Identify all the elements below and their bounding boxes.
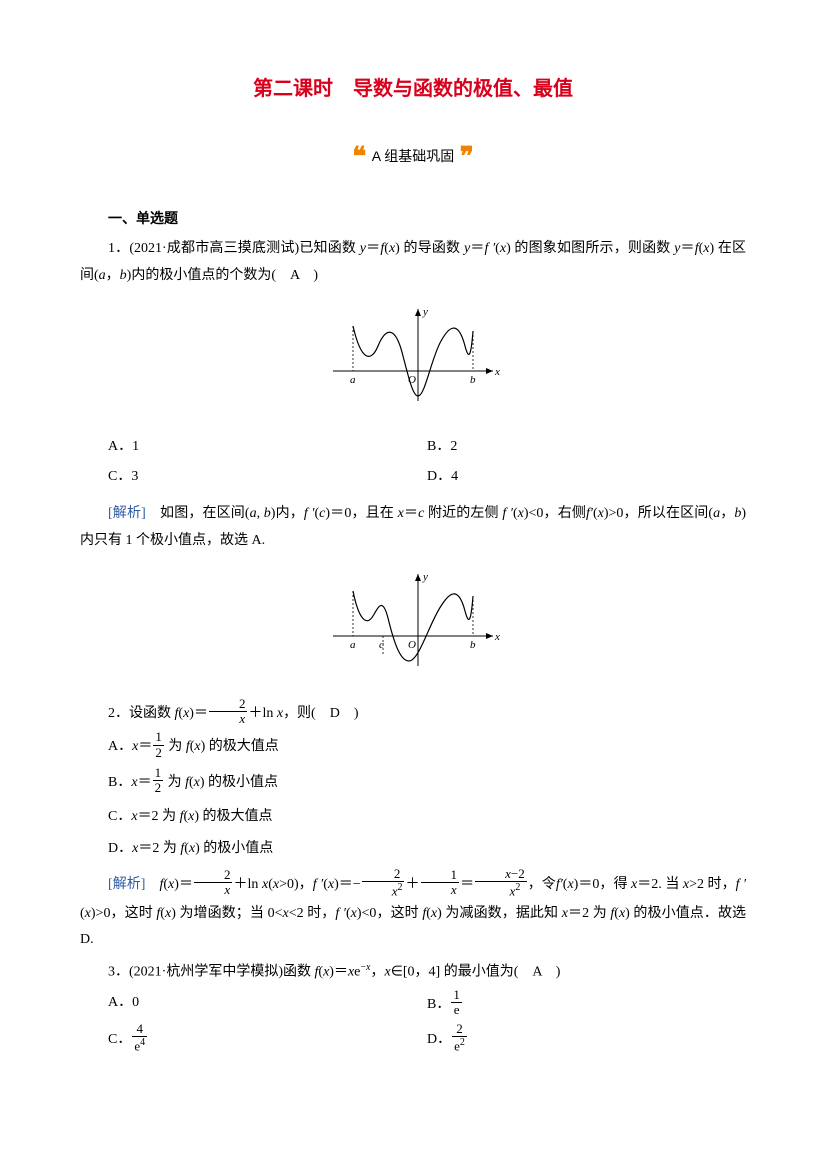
- q2-opt-a: A．x＝12 为 f(x) 的极大值点: [108, 732, 746, 762]
- quote-left-icon: ❝: [352, 141, 366, 171]
- svg-text:c: c: [379, 639, 384, 651]
- solution-label: [解析]: [108, 506, 146, 521]
- q2-stem-a: 2．设函数: [108, 706, 175, 721]
- svg-text:x: x: [494, 366, 500, 378]
- q3-opt-b: B．1e: [427, 990, 746, 1020]
- q1-stem-b: 的导函数: [400, 241, 464, 256]
- svg-text:a: a: [350, 639, 356, 651]
- svg-text:b: b: [470, 639, 476, 651]
- svg-text:y: y: [422, 571, 428, 583]
- q3-opt-d: D．2e2: [427, 1024, 746, 1056]
- q3-opt-a: A．0: [108, 990, 427, 1020]
- q2-stem: 2．设函数 f(x)＝2x＋ln x，则( D ): [80, 699, 746, 729]
- section-badge: ❝ A 组基础巩固 ❞: [80, 132, 746, 181]
- q1-solution: [解析] 如图，在区间(a, b)内，f ′(c)＝0，且在 x＝c 附近的左侧…: [80, 501, 746, 554]
- subheading-1: 一、单选题: [80, 205, 746, 232]
- svg-text:O: O: [408, 639, 416, 651]
- svg-text:a: a: [350, 374, 356, 386]
- q3-options: A．0 B．1e C．4e4 D．2e2: [80, 990, 746, 1060]
- q1-opt-b: B．2: [427, 434, 746, 461]
- q1-stem-c: 的图象如图所示，则函数: [511, 241, 674, 256]
- q3-stem-c: 的最小值为( A ): [440, 964, 560, 979]
- page-title: 第二课时 导数与函数的极值、最值: [80, 70, 746, 108]
- q2-solution: [解析] f(x)＝2x＋ln x(x>0)，f ′(x)＝−2x2＋1x＝x−…: [80, 869, 746, 954]
- q2-options: A．x＝12 为 f(x) 的极大值点 B．x＝12 为 f(x) 的极小值点 …: [80, 732, 746, 862]
- q1-stem-e: )内的极小值点的个数为( A ): [127, 268, 318, 283]
- q2-stem-b: ，则( D ): [283, 706, 358, 721]
- q3-stem-b: ，: [370, 964, 384, 979]
- svg-text:b: b: [470, 374, 476, 386]
- q1-figure: x y O a b: [80, 301, 746, 422]
- q3-stem: 3．(2021·杭州学军中学模拟)函数 f(x)＝xe−x，x∈[0，4] 的最…: [80, 958, 746, 986]
- q1-options: A．1 B．2 C．3 D．4: [80, 434, 746, 495]
- q1-solution-figure: x y O a b c: [80, 566, 746, 687]
- q1-opt-a: A．1: [108, 434, 427, 461]
- q1-stem-a: 1．(2021·成都市高三摸底测试)已知函数: [108, 241, 360, 256]
- q3-opt-c: C．4e4: [108, 1024, 427, 1056]
- q3-stem-a: 3．(2021·杭州学军中学模拟)函数: [108, 964, 315, 979]
- solution-label: [解析]: [108, 877, 145, 892]
- q1-opt-c: C．3: [108, 464, 427, 491]
- svg-text:y: y: [422, 306, 428, 318]
- q2-opt-d: D．x＝2 为 f(x) 的极小值点: [108, 836, 746, 863]
- q1-opt-d: D．4: [427, 464, 746, 491]
- q1-stem: 1．(2021·成都市高三摸底测试)已知函数 y＝f(x) 的导函数 y＝f ′…: [80, 236, 746, 289]
- svg-text:x: x: [494, 631, 500, 643]
- quote-right-icon: ❞: [460, 141, 474, 171]
- q2-opt-b: B．x＝12 为 f(x) 的极小值点: [108, 768, 746, 798]
- q2-opt-c: C．x＝2 为 f(x) 的极大值点: [108, 804, 746, 831]
- section-group-label: A 组基础巩固: [372, 148, 454, 164]
